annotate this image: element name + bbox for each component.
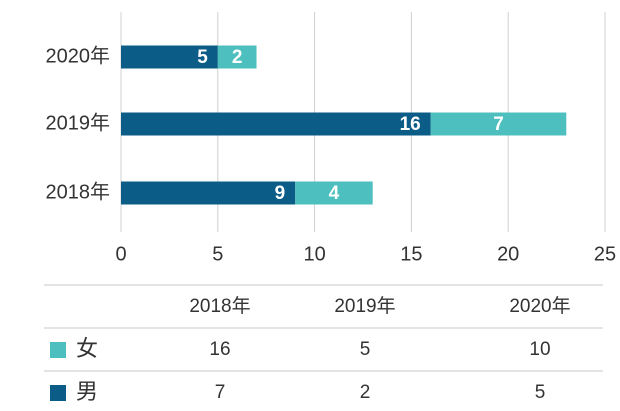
table-header: 2020年 <box>509 295 570 317</box>
table-header: 2018年 <box>189 295 250 317</box>
legend-swatch <box>50 342 66 358</box>
x-tick-label: 15 <box>400 243 422 265</box>
table-cell: 5 <box>360 339 371 360</box>
table-cell: 2 <box>360 382 371 403</box>
data-label: 9 <box>275 183 286 204</box>
table-cell: 10 <box>529 339 550 360</box>
bar-segment <box>121 112 431 136</box>
bar-segment <box>295 181 373 205</box>
table-cell: 16 <box>209 339 230 360</box>
data-label: 5 <box>197 47 208 68</box>
table-row-label: 女 <box>76 336 98 361</box>
x-tick-label: 25 <box>594 243 616 265</box>
y-tick-label: 2020年 <box>46 44 111 67</box>
data-label: 2 <box>232 47 243 68</box>
table-cell: 5 <box>535 382 546 403</box>
table-header: 2019年 <box>334 295 395 317</box>
y-tick-label: 2018年 <box>46 180 111 203</box>
x-tick-label: 0 <box>115 243 126 265</box>
table-row-label: 男 <box>76 379 98 404</box>
bar-segment <box>121 181 296 205</box>
bar-segment <box>121 45 218 69</box>
legend-swatch <box>50 385 66 401</box>
table-cell: 7 <box>215 382 226 403</box>
x-tick-label: 5 <box>212 243 223 265</box>
data-label: 7 <box>493 114 504 135</box>
bar-segment <box>217 45 257 69</box>
y-tick-label: 2019年 <box>46 111 111 134</box>
x-tick-label: 10 <box>303 243 325 265</box>
bar-segment <box>430 112 567 136</box>
x-tick-label: 20 <box>497 243 519 265</box>
data-label: 16 <box>400 114 421 135</box>
data-label: 4 <box>329 183 340 204</box>
